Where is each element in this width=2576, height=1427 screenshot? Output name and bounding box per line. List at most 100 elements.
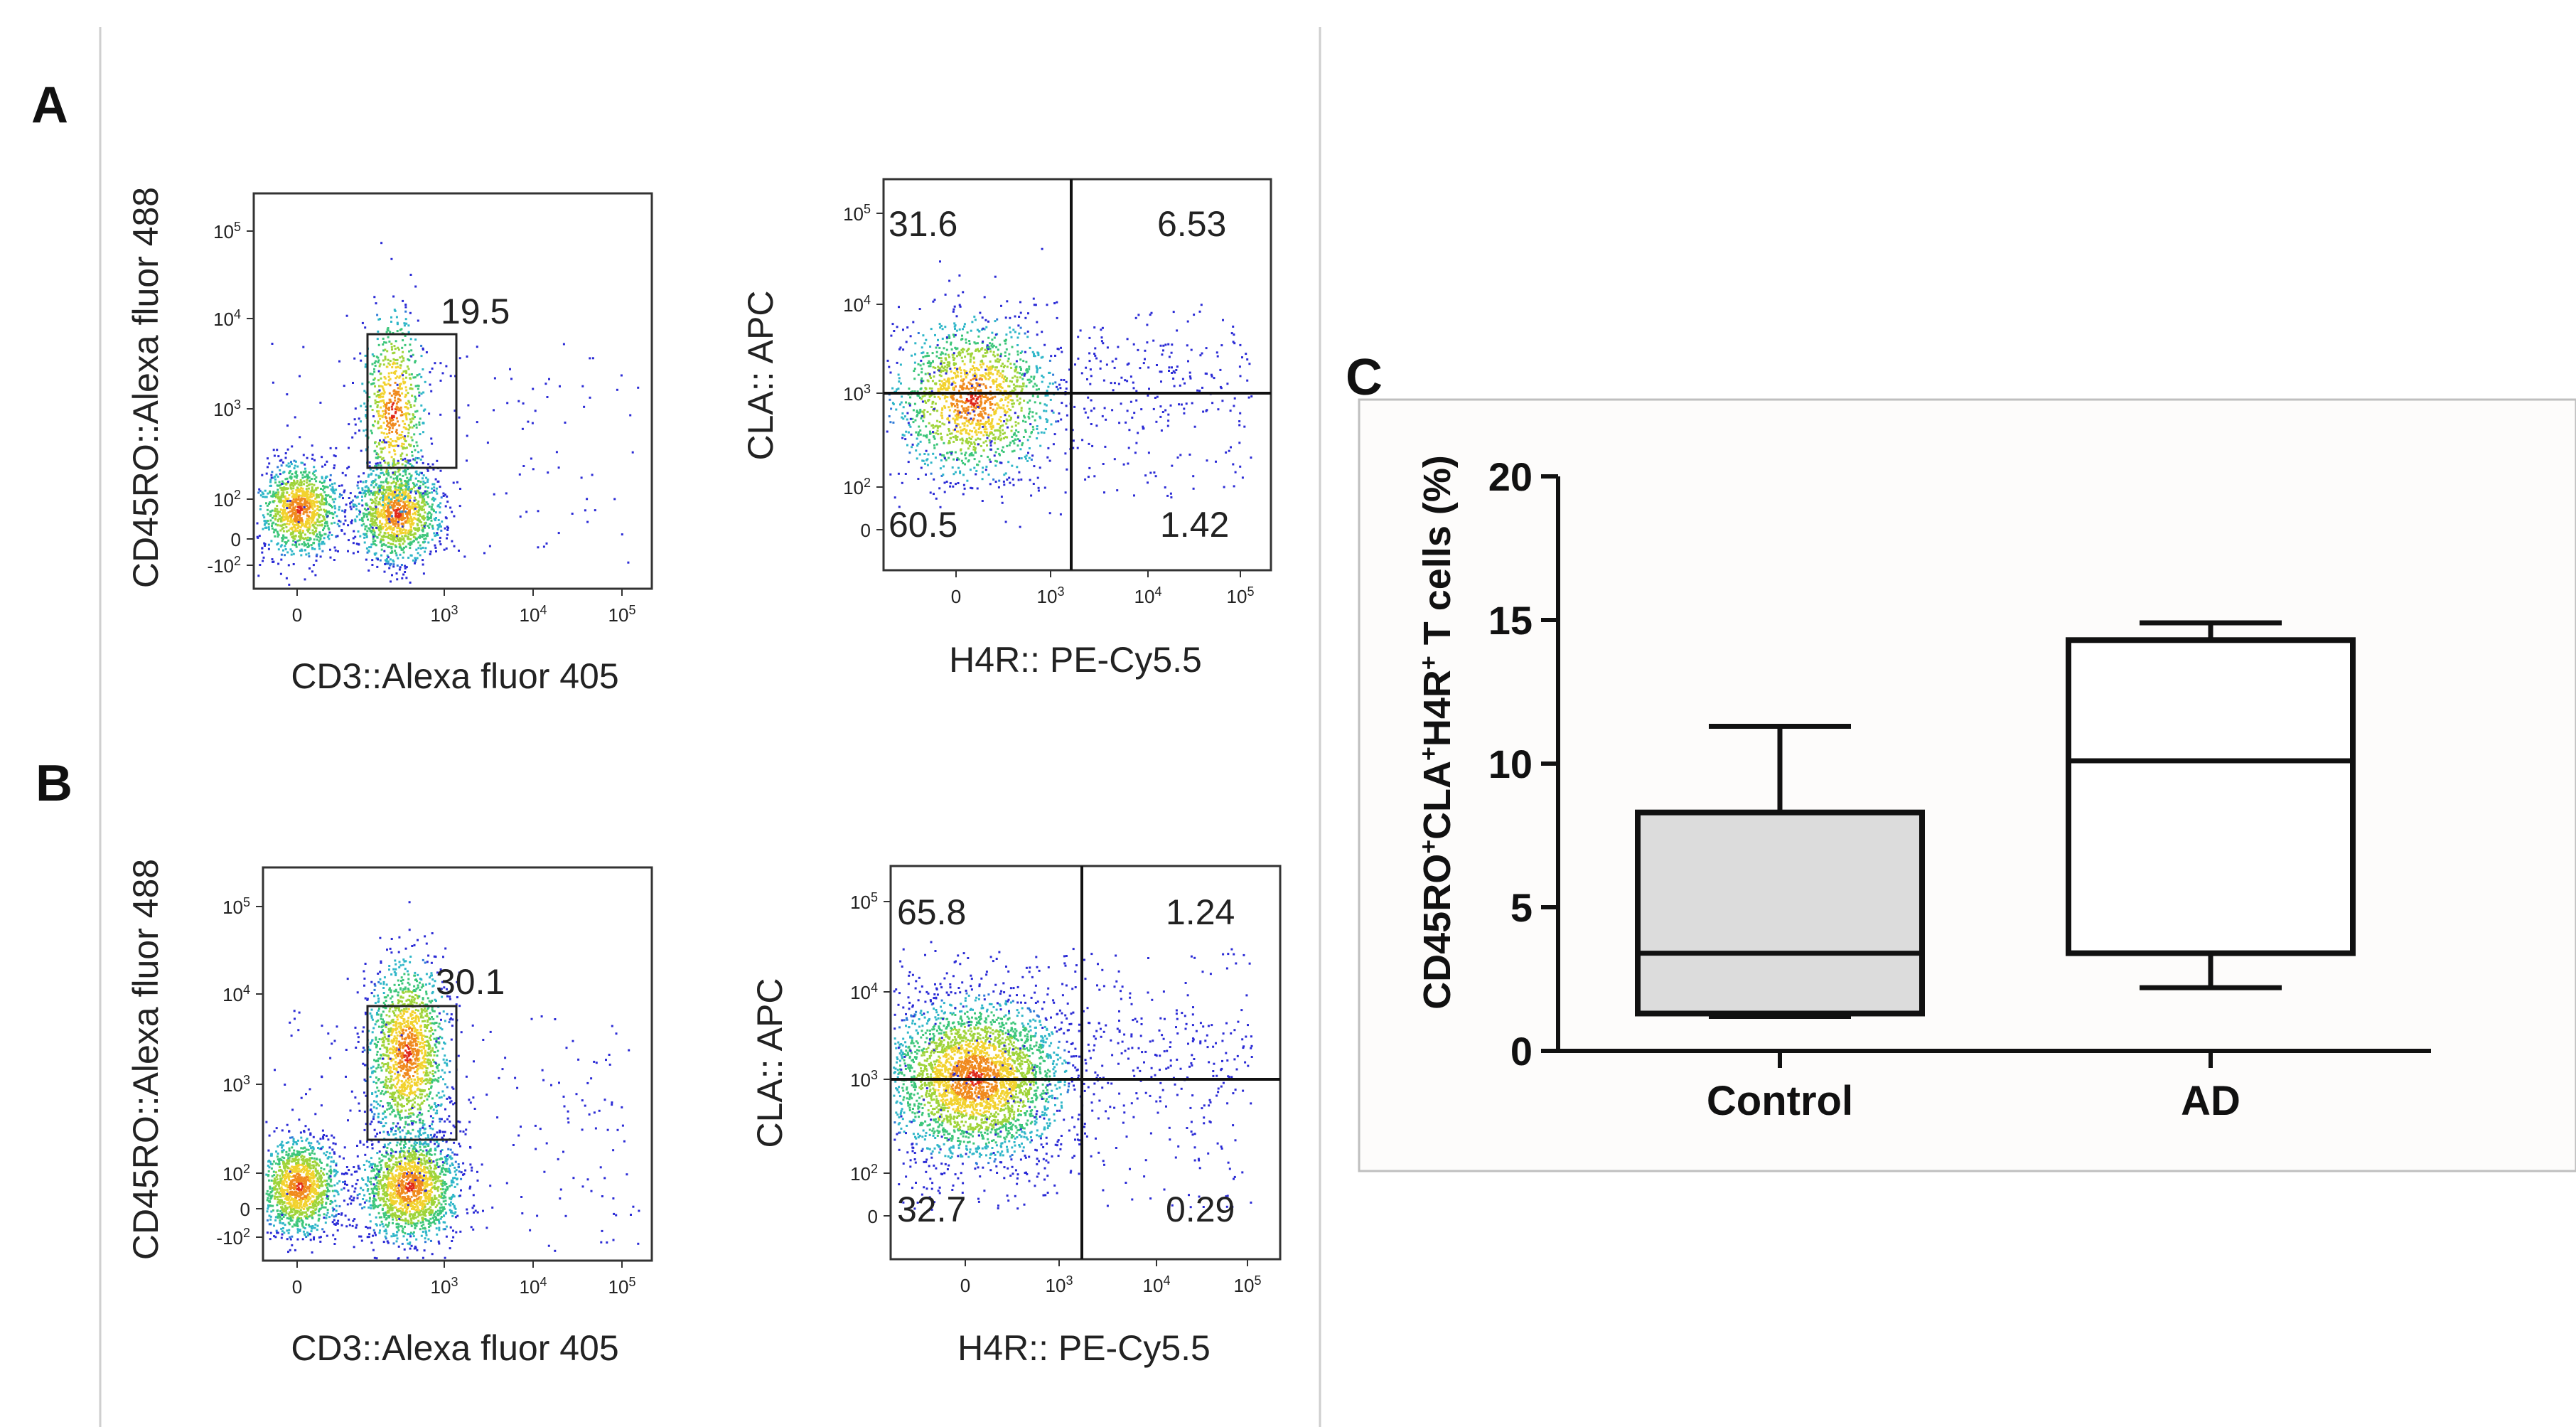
event-dot <box>308 471 311 474</box>
event-dot <box>1002 480 1005 483</box>
event-dot <box>376 462 379 465</box>
event-dot <box>1102 463 1105 465</box>
event-dot <box>984 420 987 423</box>
y-tick-label-exp: 5 <box>234 220 241 234</box>
event-dot <box>993 413 996 416</box>
event-dot <box>401 452 404 455</box>
event-dot <box>1030 432 1033 434</box>
event-dot <box>1080 372 1083 375</box>
event-dot <box>1174 371 1176 374</box>
event-dot <box>372 493 374 496</box>
event-dot <box>405 389 408 392</box>
event-dot <box>1192 487 1195 490</box>
event-dot <box>1134 451 1137 454</box>
event-dot <box>1037 432 1040 434</box>
event-dot <box>263 520 266 523</box>
event-dot <box>299 510 301 513</box>
event-dot <box>422 546 424 549</box>
event-dot <box>1084 411 1087 414</box>
event-dot <box>991 419 994 422</box>
event-dot <box>415 470 418 473</box>
population-main <box>886 247 1096 528</box>
event-dot <box>399 409 402 412</box>
event-dot <box>352 505 355 508</box>
event-dot <box>291 513 294 516</box>
event-dot <box>954 372 957 375</box>
event-dot <box>396 479 399 481</box>
event-dot <box>370 520 372 523</box>
event-dot <box>333 454 336 457</box>
event-dot <box>371 363 374 365</box>
event-dot <box>425 351 428 353</box>
event-dot <box>1137 314 1140 316</box>
event-dot <box>975 424 978 427</box>
event-dot <box>320 508 323 511</box>
event-dot <box>439 540 441 543</box>
event-dot <box>932 452 935 455</box>
event-dot <box>380 540 382 543</box>
event-dot <box>280 525 283 528</box>
event-dot <box>365 535 368 538</box>
event-dot <box>934 425 937 428</box>
event-dot <box>294 516 296 519</box>
event-dot <box>916 444 919 447</box>
event-dot <box>945 481 948 483</box>
event-dot <box>433 510 435 513</box>
event-dot <box>367 527 370 530</box>
event-dot <box>980 397 982 400</box>
event-dot <box>420 449 423 452</box>
event-dot <box>1019 301 1021 304</box>
event-dot <box>973 341 976 344</box>
event-dot <box>948 336 951 338</box>
event-dot <box>1016 466 1019 469</box>
event-dot <box>303 511 306 513</box>
event-dot <box>383 493 386 496</box>
event-dot <box>379 503 382 506</box>
event-dot <box>388 520 391 523</box>
event-dot <box>1000 304 1002 307</box>
event-dot <box>977 396 980 399</box>
event-dot <box>363 515 365 518</box>
event-dot <box>276 543 279 546</box>
event-dot <box>375 496 378 499</box>
event-dot <box>436 505 439 508</box>
event-dot <box>308 502 311 505</box>
event-dot <box>382 526 385 528</box>
event-dot <box>402 380 405 383</box>
event-dot <box>1132 381 1134 384</box>
event-dot <box>401 529 404 532</box>
event-dot <box>376 512 379 515</box>
event-dot <box>375 445 378 448</box>
event-dot <box>403 422 406 425</box>
event-dot <box>949 368 952 370</box>
event-dot <box>402 426 405 429</box>
event-dot <box>373 392 376 395</box>
event-dot <box>1230 446 1232 449</box>
event-dot <box>404 484 407 487</box>
event-dot <box>939 453 942 456</box>
event-dot <box>352 537 355 540</box>
event-dot <box>905 341 908 343</box>
event-dot <box>385 496 387 498</box>
event-dot <box>303 541 306 544</box>
event-dot <box>392 422 394 425</box>
event-dot <box>396 475 399 478</box>
event-dot <box>382 508 385 511</box>
event-dot <box>999 385 1002 388</box>
event-dot <box>1026 336 1029 338</box>
event-dot <box>392 473 395 476</box>
y-tick-label-exp: 3 <box>234 397 241 412</box>
event-dot <box>377 427 380 429</box>
event-dot <box>407 483 410 486</box>
event-dot <box>943 405 946 407</box>
event-dot <box>409 528 412 531</box>
event-dot <box>1233 485 1235 488</box>
event-dot <box>970 368 972 371</box>
event-dot <box>952 335 955 338</box>
event-dot <box>439 536 441 539</box>
event-dot <box>426 490 429 493</box>
event-dot <box>266 508 269 511</box>
event-dot <box>387 327 390 329</box>
event-dot <box>296 540 299 543</box>
event-dot <box>896 326 898 328</box>
